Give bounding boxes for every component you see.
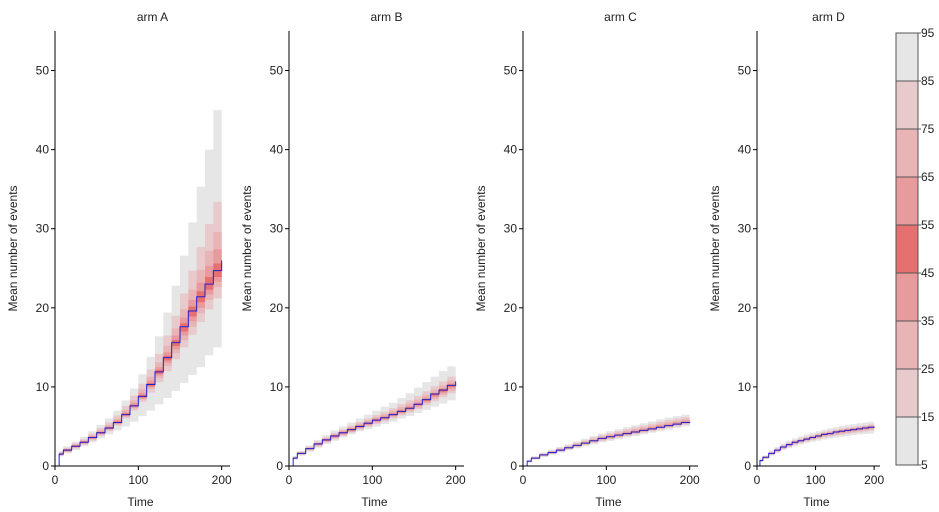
colorbar: 5 15 25 35 45 55 65 75 85 95 [895, 26, 935, 472]
colorbar-tick-label: 15 [921, 410, 935, 424]
y-tick-label: 50 [270, 64, 284, 78]
x-tick-label: 0 [52, 473, 59, 487]
colorbar-tick-label: 5 [921, 458, 928, 472]
colorbar-band [896, 33, 918, 81]
colorbar-band [896, 225, 918, 273]
panel-title: arm B [370, 10, 402, 24]
quantile-band [289, 372, 456, 466]
colorbar-band [896, 417, 918, 465]
y-tick-label: 40 [36, 143, 50, 157]
x-axis-title: Time [127, 495, 154, 509]
x-tick-label: 0 [286, 473, 293, 487]
colorbar-tick-label: 75 [921, 122, 935, 136]
y-tick-label: 20 [738, 301, 752, 315]
y-tick-label: 50 [738, 64, 752, 78]
y-tick-label: 30 [270, 222, 284, 236]
quantile-band [55, 70, 222, 466]
colorbar-tick-label: 95 [921, 26, 935, 40]
y-tick-label: 10 [504, 380, 518, 394]
y-tick-label: 20 [504, 301, 518, 315]
y-tick-label: 0 [744, 459, 751, 473]
y-tick-label: 20 [36, 301, 50, 315]
y-tick-label: 20 [270, 301, 284, 315]
x-tick-label: 0 [520, 473, 527, 487]
y-tick-label: 30 [36, 222, 50, 236]
y-tick-label: 50 [504, 64, 518, 78]
panel-2: arm B 0 10 20 30 40 50 0 100 200 Time Mean number o… [240, 10, 466, 509]
x-axis-title: Time [595, 495, 622, 509]
y-axis-title: Mean number of events [474, 185, 488, 311]
y-tick-label: 10 [738, 380, 752, 394]
y-axis-title: Mean number of events [6, 185, 20, 311]
y-tick-label: 10 [36, 380, 50, 394]
x-tick-label: 200 [864, 473, 884, 487]
colorbar-tick-label: 65 [921, 170, 935, 184]
panel-title: arm C [604, 10, 637, 24]
panel-3: arm C 0 10 20 30 40 50 0 100 200 Time Mean number o… [474, 10, 700, 509]
y-tick-label: 0 [510, 459, 517, 473]
y-axis-title: Mean number of events [708, 185, 722, 311]
x-tick-label: 100 [128, 473, 148, 487]
colorbar-band [896, 177, 918, 225]
y-axis-title: Mean number of events [240, 185, 254, 311]
y-tick-label: 30 [504, 222, 518, 236]
quantile-band [757, 424, 875, 466]
x-tick-label: 200 [446, 473, 466, 487]
x-axis-title: Time [803, 495, 830, 509]
mean-line [523, 421, 691, 467]
mean-line [757, 426, 875, 467]
y-tick-label: 40 [504, 143, 518, 157]
x-tick-label: 100 [806, 473, 826, 487]
y-tick-label: 0 [42, 459, 49, 473]
panel-1: arm A 0 10 20 30 40 50 0 100 200 Time Mean number o… [6, 10, 232, 509]
colorbar-band [896, 273, 918, 321]
mean-line [289, 381, 457, 467]
panel-title: arm A [137, 10, 168, 24]
colorbar-band [896, 81, 918, 129]
x-tick-label: 0 [754, 473, 761, 487]
y-tick-label: 0 [276, 459, 283, 473]
colorbar-tick-label: 35 [921, 314, 935, 328]
x-axis-title: Time [361, 495, 388, 509]
x-tick-label: 100 [596, 473, 616, 487]
x-tick-label: 100 [362, 473, 382, 487]
panel-title: arm D [812, 10, 845, 24]
colorbar-tick-label: 45 [921, 266, 935, 280]
colorbar-tick-label: 85 [921, 74, 935, 88]
y-tick-label: 40 [738, 143, 752, 157]
colorbar-tick-label: 25 [921, 362, 935, 376]
y-tick-label: 50 [36, 64, 50, 78]
colorbar-band [896, 321, 918, 369]
x-tick-label: 200 [212, 473, 232, 487]
panel-4: arm D 0 10 20 30 40 50 0 100 200 Time Mean number o… [708, 10, 884, 509]
y-tick-label: 10 [270, 380, 284, 394]
y-tick-label: 40 [270, 143, 284, 157]
colorbar-band [896, 369, 918, 417]
x-tick-label: 200 [680, 473, 700, 487]
y-tick-label: 30 [738, 222, 752, 236]
colorbar-band [896, 129, 918, 177]
colorbar-tick-label: 55 [921, 218, 935, 232]
quantile-band [523, 419, 690, 466]
mean-line [55, 260, 223, 467]
